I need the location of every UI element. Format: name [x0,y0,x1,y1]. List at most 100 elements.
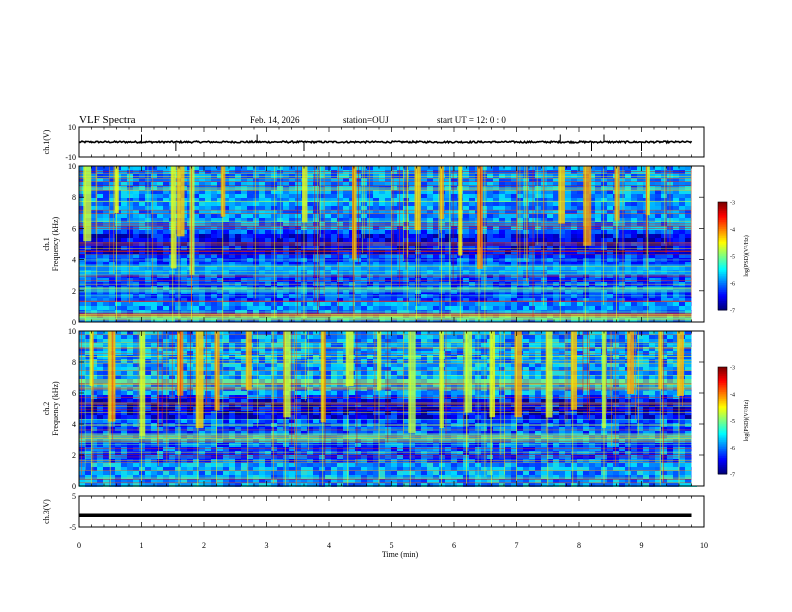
ch1-spectrogram-cell [613,254,619,258]
ch2-spectrogram-cell [157,351,163,355]
ch1-spectrogram-cell [619,198,625,202]
ch1-spectrogram-cell [91,250,97,254]
ch1-spectrogram-cell [571,238,577,242]
ch1-spectrogram-cell [235,226,241,230]
ch1-spectrogram-cell [493,202,499,206]
ch1-spectrogram-cell [427,234,433,238]
ch1-spectrogram-cell [571,214,577,218]
ch2-spectrogram-cell [127,391,133,395]
ch1-spectrogram-cell [589,302,595,306]
ch1-spectrogram-cell [511,238,517,242]
ch1-spectrogram-cell [127,166,133,170]
ch1-spectrogram-cell [241,174,247,178]
ch1-spectrogram-cell [637,198,643,202]
ch1-spectrogram-cell [211,206,217,210]
ch1-spectrogram-cell [637,190,643,194]
ch1-spectrogram-cell [511,226,517,230]
ch1-spectrogram-cell [613,298,619,302]
ch2-spectrogram-cell [97,339,103,343]
ch1-spectrogram-cell [631,190,637,194]
ch1-spectrogram-cell [637,262,643,266]
ch2-spectrogram-cell [157,355,163,359]
ch1-spectrogram-cell [661,182,667,186]
ch1-spectrogram-cell [133,306,139,310]
ch1-spectrogram-cell [91,190,97,194]
ch1-spectrogram-cell [343,226,349,230]
ch1-spectrogram-cell [493,226,499,230]
ch1-spectrogram-cell [421,214,427,218]
ch1-spectrogram-cell [451,234,457,238]
ch1-spectrogram-cell [79,202,85,206]
ch1-spectrogram-cell [619,302,625,306]
ch1-spectrogram-cell [229,298,235,302]
ch1-spectrogram-cell [97,190,103,194]
ch1-spectrogram-cell [649,182,655,186]
ch1-spectrogram-cell [655,210,661,214]
ch2-spectrogram-cell [151,403,157,407]
ch1-spectrogram-cell [109,174,115,178]
ch1-spectrogram-cell [313,174,319,178]
ch1-spectrogram-cell [619,206,625,210]
ch1-spectrogram-cell [391,166,397,170]
ch1-spectrogram-cell [211,238,217,242]
ch2-spectrogram-cell [157,463,163,467]
ch1-spectrogram-cell [163,214,169,218]
ch2-spectrogram-cell [79,459,85,463]
ch1-spectrogram-cell [685,194,691,198]
ch1-spectrogram-cell [493,198,499,202]
ch1-spectrogram-cell [451,254,457,258]
ch1-spectrogram-cell [463,202,469,206]
ch1-spectrogram-cell [235,174,241,178]
ch2-spectrogram-cell [97,431,103,435]
ch1-spectrogram-cell [373,214,379,218]
ch2-spectrogram-cell [163,343,169,347]
ch1-spectrogram-cell [115,302,121,306]
ch1-spectrogram-cell [505,210,511,214]
ch1-spectrogram-cell [205,238,211,242]
ch1-spectrogram-cell [637,278,643,282]
ch1-spectrogram-cell [193,166,199,170]
ch2-spectrogram-cell [91,423,97,427]
ch1-spectrogram-cell [529,194,535,198]
ch1-spectrogram-cell [631,226,637,230]
ch1-spectrogram-cell [469,218,475,222]
ch1-spectrogram-cell [439,226,445,230]
ch1-spectrogram-cell [265,202,271,206]
ch1-spectrogram-cell [523,246,529,250]
ch1-spectrogram-cell [511,206,517,210]
ch1-spectrogram-cell [451,262,457,266]
ch1-spectrogram-cell [481,250,487,254]
ch1-spectrogram-cell [235,190,241,194]
ch1-spectrogram-cell [469,230,475,234]
ch1-spectrogram-cell [223,202,229,206]
ch1-spectrogram-cell [133,198,139,202]
ch1-spectrogram-cell [649,198,655,202]
ch1-spectrogram-cell [151,246,157,250]
ch1-spectrogram-cell [91,206,97,210]
ch1-spectrogram-cell [649,218,655,222]
ch1-spectrogram-cell [325,306,331,310]
ch2-spectrogram-cell [97,423,103,427]
ch1-spectrogram-cell [535,246,541,250]
ch2-spectrogram-cell [163,467,169,471]
ch1-spectrogram-cell [595,190,601,194]
ch1-spectrogram-cell [217,206,223,210]
ch1-spectrogram-cell [325,194,331,198]
ch2-spectrogram-cell [109,483,115,487]
ch2-spectrogram-cell [97,415,103,419]
ch2-spectrogram-cell [145,407,151,411]
ch1-spectrogram-cell [601,262,607,266]
ch1-spectrogram-cell [319,198,325,202]
ch1-spectrogram-cell [565,178,571,182]
ch1-spectrogram-cell [487,206,493,210]
ch2-spectrogram-cell [139,463,145,467]
ch1-spectrogram-cell [571,182,577,186]
ch1-spectrogram-cell [601,202,607,206]
ch1-spectrogram-cell [649,174,655,178]
ch2-spectrogram-cell [79,483,85,487]
ch2-spectrogram-cell [85,355,91,359]
ch1-spectrogram-cell [433,182,439,186]
ch1-spectrogram-cell [115,298,121,302]
ch2-spectrogram-cell [157,375,163,379]
